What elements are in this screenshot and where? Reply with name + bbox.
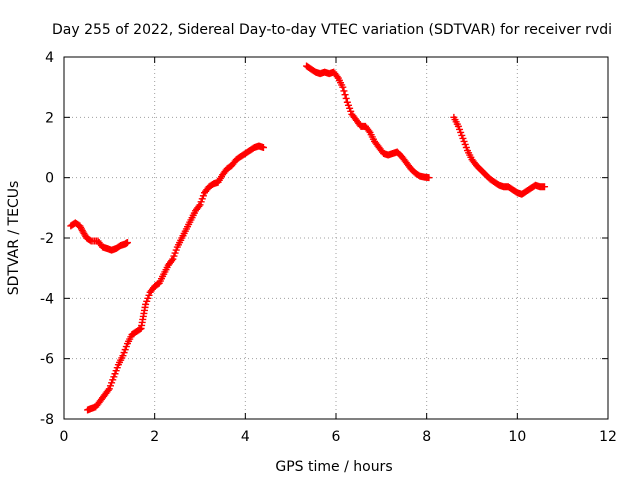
x-tick-label: 12 bbox=[599, 429, 617, 445]
y-axis-title: SDTVAR / TECUs bbox=[6, 181, 22, 296]
x-tick-label: 10 bbox=[508, 429, 526, 445]
x-axis-title: GPS time / hours bbox=[275, 459, 392, 475]
data-point bbox=[259, 144, 267, 151]
data-points bbox=[67, 62, 549, 414]
series-track-4 bbox=[450, 113, 549, 198]
data-point bbox=[342, 94, 350, 102]
data-point bbox=[104, 386, 112, 394]
data-point bbox=[136, 325, 144, 333]
data-point bbox=[425, 174, 433, 182]
data-point bbox=[333, 73, 341, 81]
x-tick-label: 0 bbox=[60, 429, 69, 445]
y-tick-label: -2 bbox=[40, 231, 54, 247]
x-tick-labels: 0 2 4 6 8 10 12 bbox=[60, 429, 617, 445]
x-tick-label: 8 bbox=[422, 429, 431, 445]
data-point bbox=[340, 87, 348, 95]
data-point bbox=[541, 183, 549, 191]
chart-title: Day 255 of 2022, Sidereal Day-to-day VTE… bbox=[52, 22, 612, 38]
y-tick-label: -4 bbox=[40, 291, 54, 307]
series-track-3 bbox=[303, 62, 433, 182]
series-track-1 bbox=[67, 219, 131, 254]
data-point bbox=[341, 91, 349, 99]
y-tick-label: 4 bbox=[45, 50, 54, 66]
axis-ticks bbox=[63, 56, 609, 420]
x-tick-label: 2 bbox=[150, 429, 159, 445]
grid-lines bbox=[64, 57, 608, 419]
y-tick-label: 2 bbox=[45, 110, 54, 126]
data-point bbox=[168, 257, 176, 265]
x-tick-label: 6 bbox=[332, 429, 341, 445]
data-point bbox=[339, 83, 347, 91]
y-tick-label: -6 bbox=[40, 352, 54, 368]
series-track-2 bbox=[84, 142, 267, 414]
y-tick-label: -8 bbox=[40, 412, 54, 428]
data-point bbox=[365, 127, 373, 135]
y-tick-labels: -8 -6 -4 -2 0 2 4 bbox=[40, 50, 54, 428]
y-tick-label: 0 bbox=[45, 171, 54, 187]
x-tick-label: 4 bbox=[241, 429, 250, 445]
data-point bbox=[195, 202, 203, 210]
data-point bbox=[123, 239, 131, 247]
